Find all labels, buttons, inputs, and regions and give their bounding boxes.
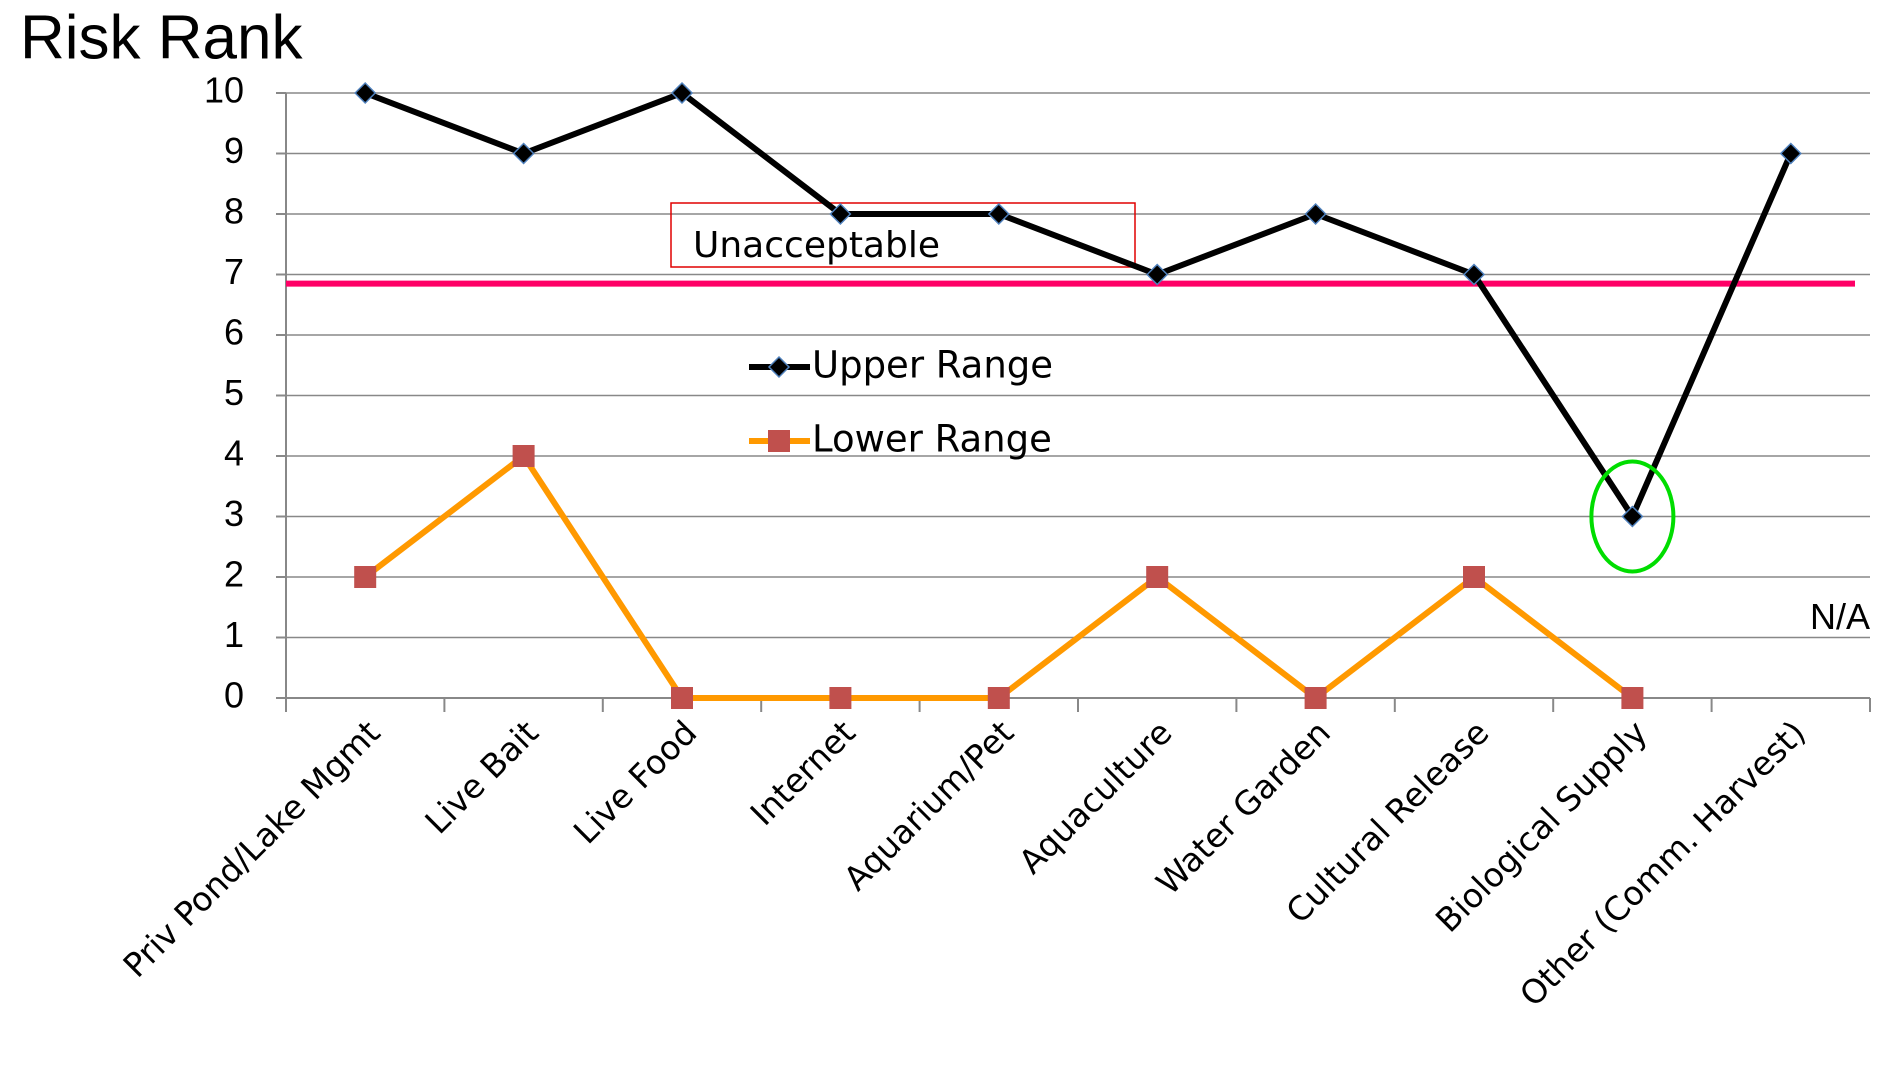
y-tick-label: 4	[224, 433, 244, 474]
point	[767, 355, 791, 379]
y-tick-label: 3	[224, 493, 244, 534]
legend-label: Upper Range	[812, 344, 1053, 387]
y-tick-label: 0	[224, 675, 244, 716]
x-tick-label: Live Bait	[417, 713, 546, 842]
y-tick-label: 9	[224, 130, 244, 171]
y-tick-label: 8	[224, 191, 244, 232]
y-tick-label: 5	[224, 372, 244, 413]
point	[829, 202, 852, 226]
point	[671, 687, 693, 709]
highlight-circle	[1589, 459, 1676, 574]
y-tick-label: 1	[224, 614, 244, 655]
point	[1304, 202, 1327, 226]
x-tick-label: Aquaculture	[1011, 713, 1180, 882]
threshold-label: Unacceptable	[693, 225, 940, 266]
y-tick-label: 6	[224, 312, 244, 353]
legend-label: Lower Range	[812, 418, 1052, 461]
point	[1463, 566, 1485, 588]
point	[987, 687, 1010, 709]
y-tick-label: 10	[204, 70, 244, 111]
point	[670, 81, 694, 105]
point	[1304, 687, 1327, 709]
x-tick-label: Internet	[743, 713, 863, 833]
chart-title: Risk Rank	[20, 3, 304, 72]
point	[1146, 566, 1169, 588]
x-tick-label: Priv Pond/Lake Mgmt	[115, 713, 387, 985]
point	[354, 566, 377, 588]
point	[512, 142, 535, 165]
threshold-label-box	[670, 202, 1136, 268]
x-tick-label: Aquarium/Pet	[836, 713, 1021, 898]
annotation: N/A	[1810, 596, 1870, 637]
x-tick-label: Live Food	[566, 713, 705, 852]
y-tick-label: 2	[224, 554, 244, 595]
point	[1621, 505, 1644, 528]
point	[1779, 142, 1802, 165]
series-line	[364, 90, 1794, 520]
point	[768, 430, 790, 452]
point	[512, 445, 535, 467]
point	[1146, 263, 1169, 286]
point	[1462, 263, 1486, 286]
x-tick-label: Other (Comm. Harvest)	[1512, 713, 1813, 1014]
y-tick-label: 7	[224, 251, 244, 292]
point	[829, 687, 852, 709]
point	[987, 202, 1010, 226]
point	[1621, 687, 1644, 709]
point	[354, 81, 377, 105]
